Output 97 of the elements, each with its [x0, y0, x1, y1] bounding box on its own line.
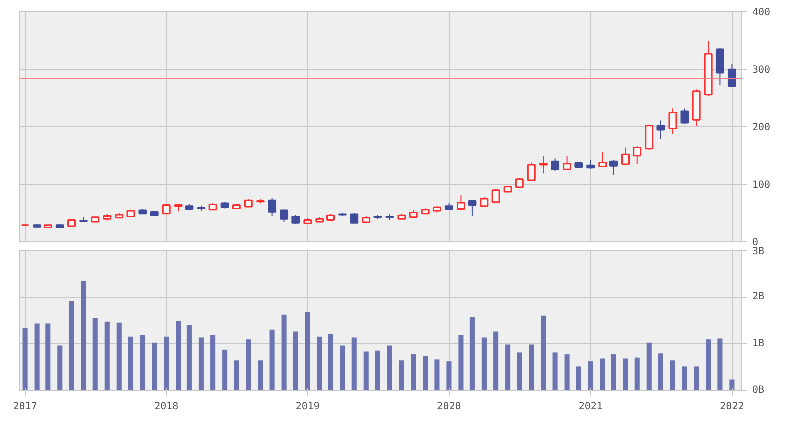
bar	[506, 344, 511, 390]
bar	[541, 316, 546, 390]
bar	[423, 356, 428, 390]
candlestick	[551, 158, 560, 172]
candlestick	[527, 162, 536, 182]
candlestick	[645, 124, 654, 151]
bar	[564, 354, 570, 390]
bar	[222, 350, 228, 390]
bar	[282, 314, 287, 390]
candlestick	[468, 200, 477, 217]
y-tick-label: 1B	[752, 338, 765, 350]
candlestick	[622, 147, 630, 166]
bar	[340, 346, 346, 390]
bar	[529, 344, 534, 390]
candlestick	[716, 48, 724, 86]
bar	[186, 325, 192, 390]
bar	[246, 340, 252, 390]
bar	[22, 328, 28, 390]
bar	[116, 322, 122, 390]
bar	[69, 301, 74, 390]
candlestick	[728, 64, 736, 87]
bar	[646, 342, 652, 390]
candlestick	[598, 152, 608, 168]
y-tick-label: 400	[752, 8, 771, 18]
bar	[140, 334, 146, 390]
bar	[375, 350, 380, 390]
candlestick	[268, 198, 277, 217]
bar	[694, 366, 700, 390]
bar	[234, 360, 240, 390]
bar	[293, 332, 298, 390]
bar	[58, 346, 63, 390]
bar	[34, 324, 40, 390]
bar	[411, 354, 416, 390]
x-tick-label: 2017	[13, 402, 38, 412]
bar	[494, 332, 499, 390]
bar	[623, 358, 628, 390]
bar	[352, 338, 357, 390]
bar	[634, 358, 640, 390]
bar	[104, 322, 110, 390]
y-tick-label: 0	[752, 238, 759, 248]
y-tick-label: 300	[752, 65, 771, 76]
x-tick-label: 2020	[437, 402, 462, 412]
bar	[470, 317, 475, 390]
bar	[611, 354, 616, 390]
bar	[92, 318, 98, 390]
x-tick-label: 2022	[720, 402, 744, 412]
bar	[670, 360, 676, 390]
candlestick	[162, 204, 171, 215]
y-tick-label: 3B	[752, 246, 765, 258]
bar	[210, 334, 216, 390]
bar	[706, 340, 712, 390]
candlestick	[292, 214, 300, 225]
bar	[387, 346, 392, 390]
bar	[399, 360, 404, 390]
bar	[270, 330, 275, 390]
y-tick-label: 100	[752, 180, 771, 191]
x-tick-label: 2018	[154, 402, 179, 412]
x-tick-label: 2019	[296, 402, 320, 412]
bar	[176, 320, 182, 390]
candlestick	[633, 146, 642, 165]
bar	[305, 312, 310, 390]
candlestick	[280, 209, 289, 222]
bar	[164, 336, 170, 390]
bar	[730, 380, 735, 390]
bar	[317, 336, 322, 390]
bar	[588, 362, 594, 390]
y-tick-label: 200	[752, 122, 771, 134]
bar	[258, 360, 264, 390]
candlestick	[680, 108, 690, 125]
bar	[458, 334, 464, 390]
candlestick	[656, 120, 666, 140]
y-tick-label: 2B	[752, 292, 765, 303]
x-tick-label: 2021	[578, 402, 603, 412]
bar	[446, 362, 452, 390]
candlestick	[456, 195, 466, 210]
bar	[198, 338, 204, 390]
bar	[682, 366, 688, 390]
bar	[46, 324, 51, 390]
candlestick	[492, 188, 500, 204]
bar	[128, 336, 134, 390]
bar	[576, 366, 582, 390]
bar	[364, 352, 369, 390]
candlestick	[539, 156, 548, 174]
bar	[482, 338, 487, 390]
bar	[552, 352, 558, 390]
candlestick	[610, 160, 618, 176]
bar	[81, 281, 86, 390]
bar	[517, 352, 522, 390]
candlestick	[563, 156, 572, 171]
bar	[718, 338, 723, 390]
y-tick-label: 0B	[752, 385, 765, 396]
bar	[328, 334, 334, 390]
bar	[152, 342, 158, 390]
bar	[658, 354, 664, 390]
bar	[434, 360, 440, 390]
candlestick	[668, 108, 678, 134]
bar	[600, 358, 606, 390]
